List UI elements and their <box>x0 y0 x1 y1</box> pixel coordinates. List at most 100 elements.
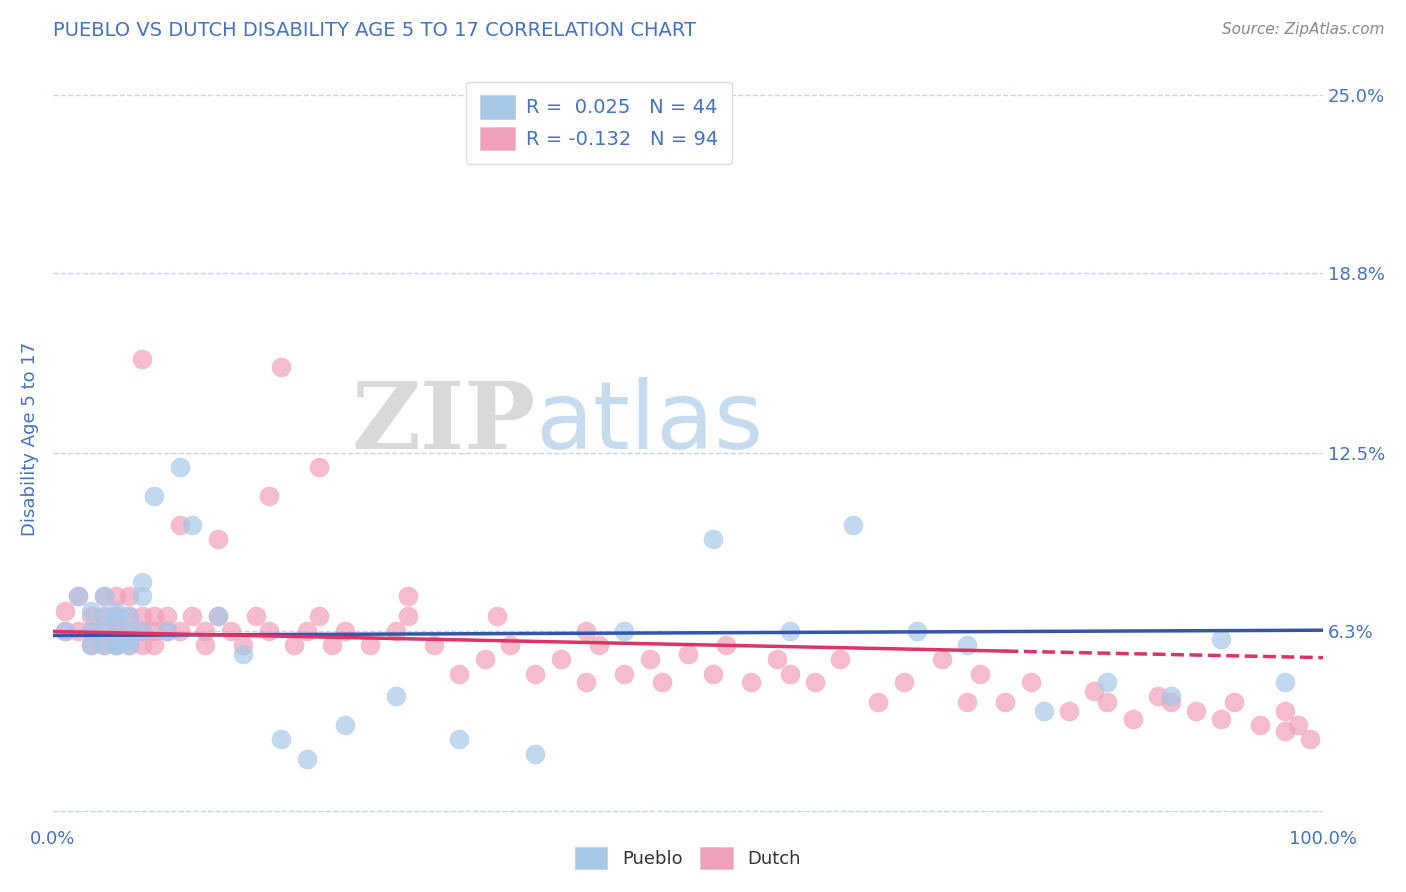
Point <box>181 517 204 532</box>
Point <box>169 624 191 638</box>
Point <box>257 489 280 503</box>
Point <box>118 609 141 624</box>
Point <box>1095 695 1118 709</box>
Point <box>55 624 77 638</box>
Point <box>956 638 979 652</box>
Point <box>93 638 115 652</box>
Point <box>486 609 509 624</box>
Point <box>423 638 446 652</box>
Point <box>638 652 661 666</box>
Point <box>80 638 103 652</box>
Point <box>524 747 547 761</box>
Point <box>93 638 115 652</box>
Y-axis label: Disability Age 5 to 17: Disability Age 5 to 17 <box>21 342 39 536</box>
Point <box>779 624 801 638</box>
Point <box>105 624 128 638</box>
Point <box>1121 712 1143 726</box>
Point <box>80 624 103 638</box>
Point <box>1274 704 1296 718</box>
Point <box>1211 712 1233 726</box>
Point <box>118 638 141 652</box>
Point <box>1095 675 1118 690</box>
Point <box>219 624 242 638</box>
Point <box>396 589 419 603</box>
Point <box>676 647 699 661</box>
Point <box>1057 704 1080 718</box>
Point <box>449 666 471 681</box>
Point <box>994 695 1017 709</box>
Point <box>702 666 724 681</box>
Point <box>1160 690 1182 704</box>
Point <box>118 632 141 647</box>
Point <box>105 624 128 638</box>
Point <box>232 647 254 661</box>
Point <box>131 351 153 366</box>
Point <box>905 624 928 638</box>
Point <box>93 624 115 638</box>
Point <box>765 652 787 666</box>
Text: ZIP: ZIP <box>352 378 536 468</box>
Point <box>55 604 77 618</box>
Point <box>396 609 419 624</box>
Point <box>131 638 153 652</box>
Point <box>1249 718 1271 732</box>
Point <box>105 604 128 618</box>
Point <box>804 675 827 690</box>
Point <box>308 609 330 624</box>
Point <box>714 638 737 652</box>
Point <box>1019 675 1042 690</box>
Point <box>830 652 852 666</box>
Point <box>588 638 610 652</box>
Point <box>1286 718 1309 732</box>
Point <box>118 624 141 638</box>
Point <box>270 360 292 375</box>
Point <box>207 532 229 546</box>
Point <box>156 609 179 624</box>
Point <box>321 638 343 652</box>
Point <box>80 609 103 624</box>
Point <box>143 638 166 652</box>
Point <box>194 624 217 638</box>
Point <box>80 604 103 618</box>
Point <box>1083 683 1105 698</box>
Point <box>232 638 254 652</box>
Point <box>181 609 204 624</box>
Point <box>105 638 128 652</box>
Point <box>118 589 141 603</box>
Point <box>449 732 471 747</box>
Point <box>118 638 141 652</box>
Point <box>105 638 128 652</box>
Point <box>779 666 801 681</box>
Point <box>384 690 406 704</box>
Point <box>969 666 991 681</box>
Point <box>55 624 77 638</box>
Point <box>80 624 103 638</box>
Point <box>207 609 229 624</box>
Point <box>131 624 153 638</box>
Point <box>105 624 128 638</box>
Point <box>1160 695 1182 709</box>
Point <box>1147 690 1170 704</box>
Point <box>67 589 90 603</box>
Point <box>194 638 217 652</box>
Point <box>499 638 522 652</box>
Point <box>67 589 90 603</box>
Point <box>131 624 153 638</box>
Point <box>333 624 356 638</box>
Point <box>105 589 128 603</box>
Point <box>257 624 280 638</box>
Point <box>118 624 141 638</box>
Point <box>1185 704 1208 718</box>
Point <box>156 624 179 638</box>
Point <box>295 752 318 766</box>
Point <box>93 589 115 603</box>
Point <box>740 675 762 690</box>
Point <box>1223 695 1246 709</box>
Point <box>169 517 191 532</box>
Text: atlas: atlas <box>536 377 763 469</box>
Legend: Pueblo, Dutch: Pueblo, Dutch <box>565 838 810 878</box>
Point <box>575 675 598 690</box>
Point <box>1032 704 1054 718</box>
Point <box>93 624 115 638</box>
Point <box>613 624 636 638</box>
